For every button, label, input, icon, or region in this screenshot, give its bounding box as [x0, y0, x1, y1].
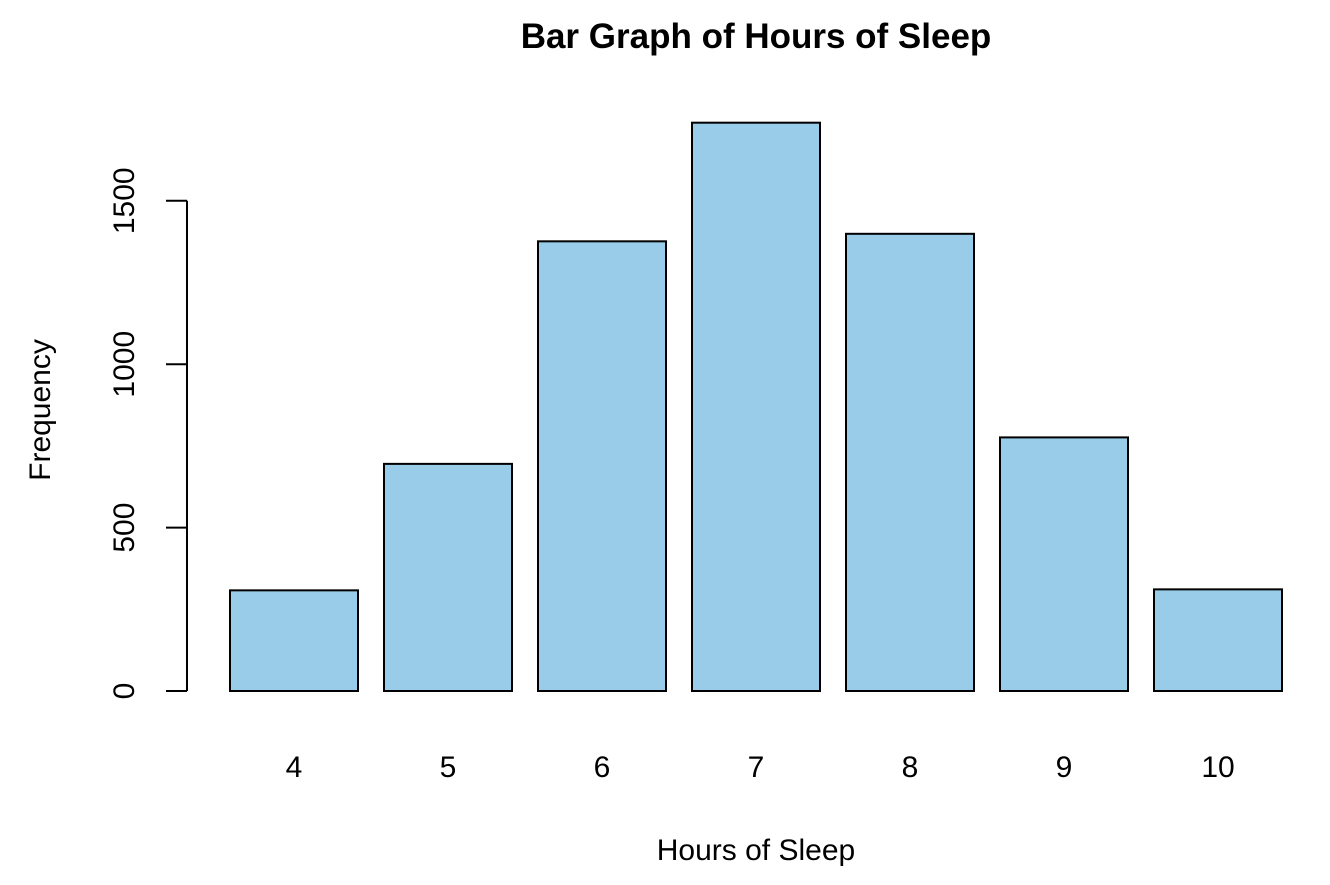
- y-tick-label-1000: 1000: [108, 331, 141, 398]
- x-tick-label-10: 10: [1201, 751, 1234, 784]
- x-tick-label-5: 5: [440, 751, 457, 784]
- x-axis-tick-labels: 4 5 6 7 8 9 10: [286, 751, 1235, 784]
- y-tick-label-500: 500: [108, 503, 141, 553]
- y-tick-label-0: 0: [108, 683, 141, 700]
- bar-5: [383, 462, 513, 692]
- x-tick-label-7: 7: [748, 751, 765, 784]
- x-tick-label-6: 6: [594, 751, 611, 784]
- bar-8: [845, 232, 975, 692]
- bar-7: [691, 121, 821, 692]
- y-axis: 0 500 1000 1500: [108, 167, 188, 700]
- bar-10: [1153, 588, 1283, 692]
- x-tick-label-4: 4: [286, 751, 303, 784]
- chart-title: Bar Graph of Hours of Sleep: [521, 17, 992, 56]
- bar-4: [229, 589, 359, 692]
- y-axis-label: Frequency: [24, 339, 57, 481]
- y-tick-label-1500: 1500: [108, 167, 141, 234]
- x-axis-label: Hours of Sleep: [657, 834, 855, 867]
- bars-group: [229, 121, 1283, 692]
- bar-6: [537, 240, 667, 692]
- x-tick-label-8: 8: [902, 751, 919, 784]
- x-tick-label-9: 9: [1056, 751, 1073, 784]
- bar-9: [999, 436, 1129, 692]
